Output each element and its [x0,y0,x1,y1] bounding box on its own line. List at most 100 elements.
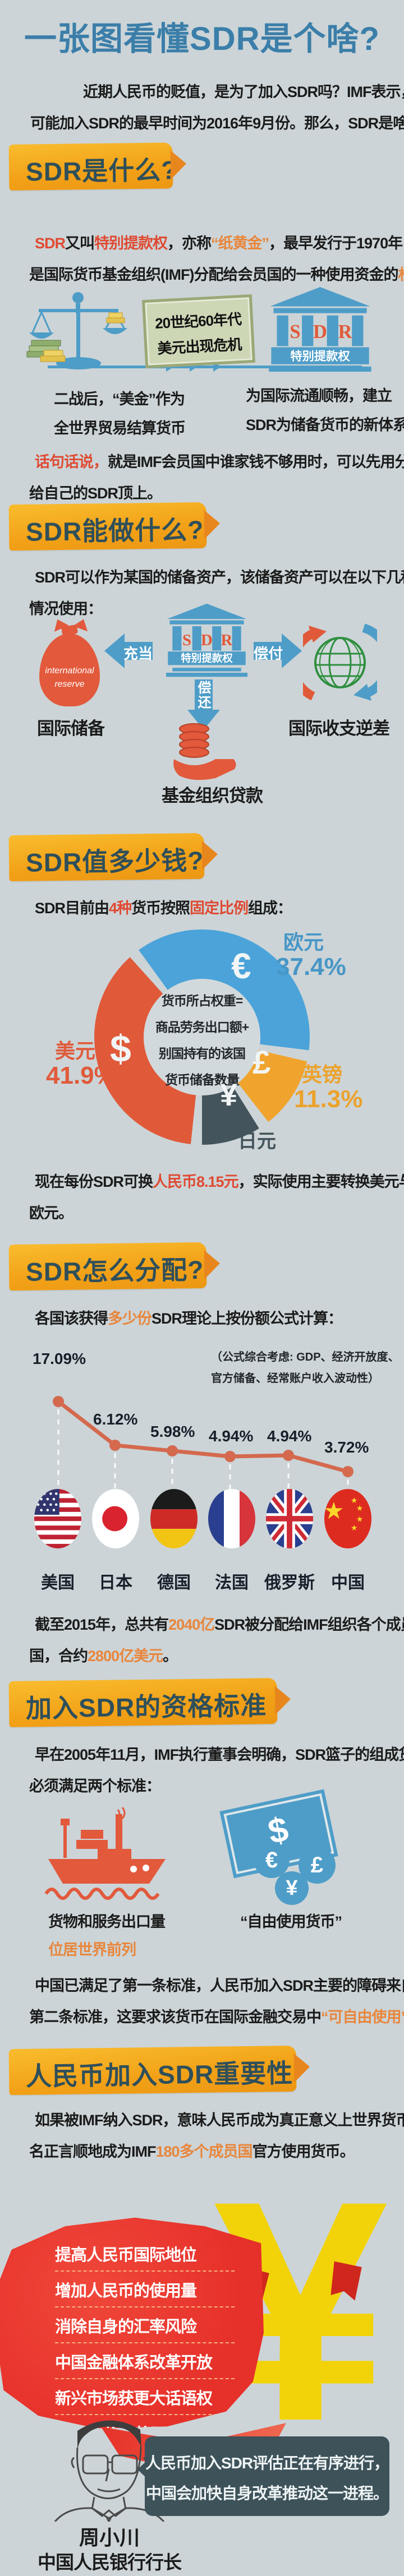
timeline-caption-right-1: 为国际流通顺畅，建立 [246,387,392,404]
donut-value-eur: 37.4% [276,953,346,981]
donut-center-note: 货币所占权重= 商品劳务出口额+ 别国持有的该国 货币储备数量 [144,979,260,1095]
point-value-russia: 4.94% [267,1427,312,1445]
section-header-importance: 人民币加入SDR重要性 [8,2045,297,2096]
standard-line-1: 早在2005年11月，IMF执行董事会明确，SDR篮子的组成货币 [35,1746,404,1763]
cargo-ship-icon [44,1806,170,1903]
donut-label-eur: 欧元 [283,931,324,954]
money-bag-icon: international reserve [39,616,100,707]
page-title: 一张图看懂SDR是个啥? [24,21,380,57]
flag-france-icon [208,1489,255,1548]
section-header-label: SDR能做什么? [25,515,204,547]
arrow-right-label: 偿付 [254,645,283,662]
reserve-line-2: 情况使用： [29,600,103,617]
section-header-sdr-allocation: SDR怎么分配? [8,1242,207,1291]
section-header-what-is-sdr: SDR是什么? [8,142,178,191]
sdr-building-icon: S D R 特别提款权 SDR [268,287,372,372]
reserve-line-1: SDR可以作为某国的储备资产，该储备资产可以在以下几种 [35,569,404,586]
quote-line-2: 中国会加快自身改革推动这一进程。 [145,2485,389,2502]
china-line-1: 中国已满足了第一条标准，人民币加入SDR主要的障碍来自 [35,1977,404,1994]
section-header-sdr-worth: SDR值多少钱? [8,833,205,882]
svg-text:特别提款权: 特别提款权 [181,653,233,664]
benefit-item: 中国金融体系改革开放 [55,2343,235,2379]
arrow-left-icon: 充当 [104,633,153,668]
point-value-usa: 17.09% [33,1350,86,1367]
flag-usa-icon [34,1489,81,1548]
flag-germany-icon [150,1489,198,1548]
china-line-2: 第二条标准，这要求该货币在国际金融交易中“可自由使用”。 [29,2009,404,2025]
svg-text:★: ★ [351,1496,358,1505]
country-label-china: 中国 [331,1574,365,1592]
criteria1-caption-1: 货物和服务出口量 [48,1913,166,1930]
linechart-note-1: （公式综合考虑: GDP、经济开放度、 [211,1351,400,1363]
svg-text:R: R [221,631,233,649]
timeline-caption-left-2: 全世界贸易结算货币 [54,420,186,437]
country-label-germany: 德国 [157,1574,191,1592]
bag-label-line-2: reserve [54,679,85,689]
colloquial-line-2: 给自己的SDR顶上。 [29,485,162,502]
value-line-2: 欧元。 [29,1205,74,1222]
currency-basket-donut-chart: 货币所占权重= 商品劳务出口额+ 别国持有的该国 货币储备数量 [94,929,310,1145]
alloc-line: 各国该获得多少份SDR理论上按份额公式计算： [35,1310,343,1327]
arrow-right-icon: 偿付 [254,633,302,668]
flag-japan-icon [92,1489,139,1548]
caption-imf-loan: 基金组织贷款 [162,786,263,806]
caption-international-reserve: 国际储备 [37,719,105,738]
svg-text:★: ★ [351,1523,358,1532]
importance-line-2: 名正言顺地成为IMF180多个成员国官方使用货币。 [29,2143,355,2160]
benefit-item: 提高人民币国际地位 [55,2236,235,2272]
country-label-russia: 俄罗斯 [264,1574,315,1592]
standard-line-2: 必须满足两个标准： [29,1778,161,1795]
benefit-item: 新兴市场获更大话语权 [55,2379,235,2415]
section-header-label: 加入SDR的资格标准 [25,1691,267,1723]
flag-uk-icon [266,1489,313,1548]
arrow-left-label: 充当 [123,645,153,662]
point-value-china: 3.72% [324,1439,369,1456]
euro-symbol-icon: € [231,946,251,986]
bag-label-line-1: international [45,666,94,676]
yen-symbol-icon: ¥ [220,1077,238,1112]
person-name: 周小川 [79,2526,140,2549]
colloquial-line-1: 话句话说，就是IMF会员国中谁家钱不够用时，可以先用分 [35,454,404,470]
dollar-symbol-icon: $ [110,1028,131,1070]
svg-text:D: D [201,631,213,649]
caption-bop-deficit: 国际收支逆差 [288,719,390,738]
importance-line-1: 如果被IMF纳入SDR，意味人民币成为真正意义上世界货币， [35,2112,404,2129]
svg-text:D: D [313,321,327,343]
total-line-1: 截至2015年，总共有2040亿SDR被分配给IMF组织各个成员 [35,1616,404,1633]
benefit-item: 增加人民币的使用量 [55,2272,235,2307]
svg-text:R: R [338,321,353,343]
balance-scale-icon [24,289,133,370]
value-line-1: 现在每份SDR可换人民币8.15元，实际使用主要转换美元与 [35,1173,404,1190]
point-value-germany: 5.98% [150,1423,195,1440]
benefit-item: 消除自身的汇率风险 [55,2307,235,2343]
point-value-france: 4.94% [209,1427,254,1445]
donut-label-usd: 美元 [55,1039,96,1062]
pound-symbol-icon: £ [252,1044,271,1081]
section-header-what-can-sdr-do: SDR能做什么? [8,502,207,551]
donut-value-usd: 41.9% [46,1062,116,1089]
svg-text:S: S [290,321,300,343]
country-label-france: 法国 [215,1574,249,1592]
arrow-down-label: 偿还 [195,681,210,710]
intro-line-1: 近期人民币的贬值，是为了加入SDR吗？IMF表示，人民币 [83,84,404,100]
timeline-caption-left-1: 二战后，“美金”作为 [54,391,185,408]
quote-bubble: 人民币加入SDR评估正在有序进行， 中国会加快自身改革推动这一进程。 [137,2436,389,2516]
section-header-label: SDR值多少钱? [25,845,204,877]
bill-caption-line-1: 20世纪60年代 [154,311,242,332]
person-title: 中国人民银行行长 [38,2552,182,2573]
yen-coin-icon: ¥ [275,1871,309,1905]
dollar-bill-icon: 20世纪60年代 美元出现危机 [141,294,256,369]
globe-deficit-icon [288,613,393,712]
sdr-building-icon: S D R 特别提款权 SDR [166,601,247,679]
country-label-usa: 美国 [41,1574,75,1592]
donut-label-jpy: 日元 [238,1131,276,1152]
criteria2-caption: “自由使用货币” [240,1913,342,1930]
criteria1-caption-2: 位居世界前列 [48,1941,136,1958]
donut-label-gbp: 英镑 [302,1063,343,1086]
definition-line-1: SDR又叫特别提款权，亦称“纸黄金”，最早发行于1970年， [35,235,404,252]
timeline-caption-right-2: SDR为储备货币的新体系 [246,417,404,433]
euro-coin-icon: € [254,1842,290,1878]
definition-line-2: 是国际货币基金组织(IMF)分配给会员国的一种使用资金的权利。 [29,266,404,283]
intro-line-2: 可能加入SDR的最早时间为2016年9月份。那么，SDR是啥? [30,115,404,132]
